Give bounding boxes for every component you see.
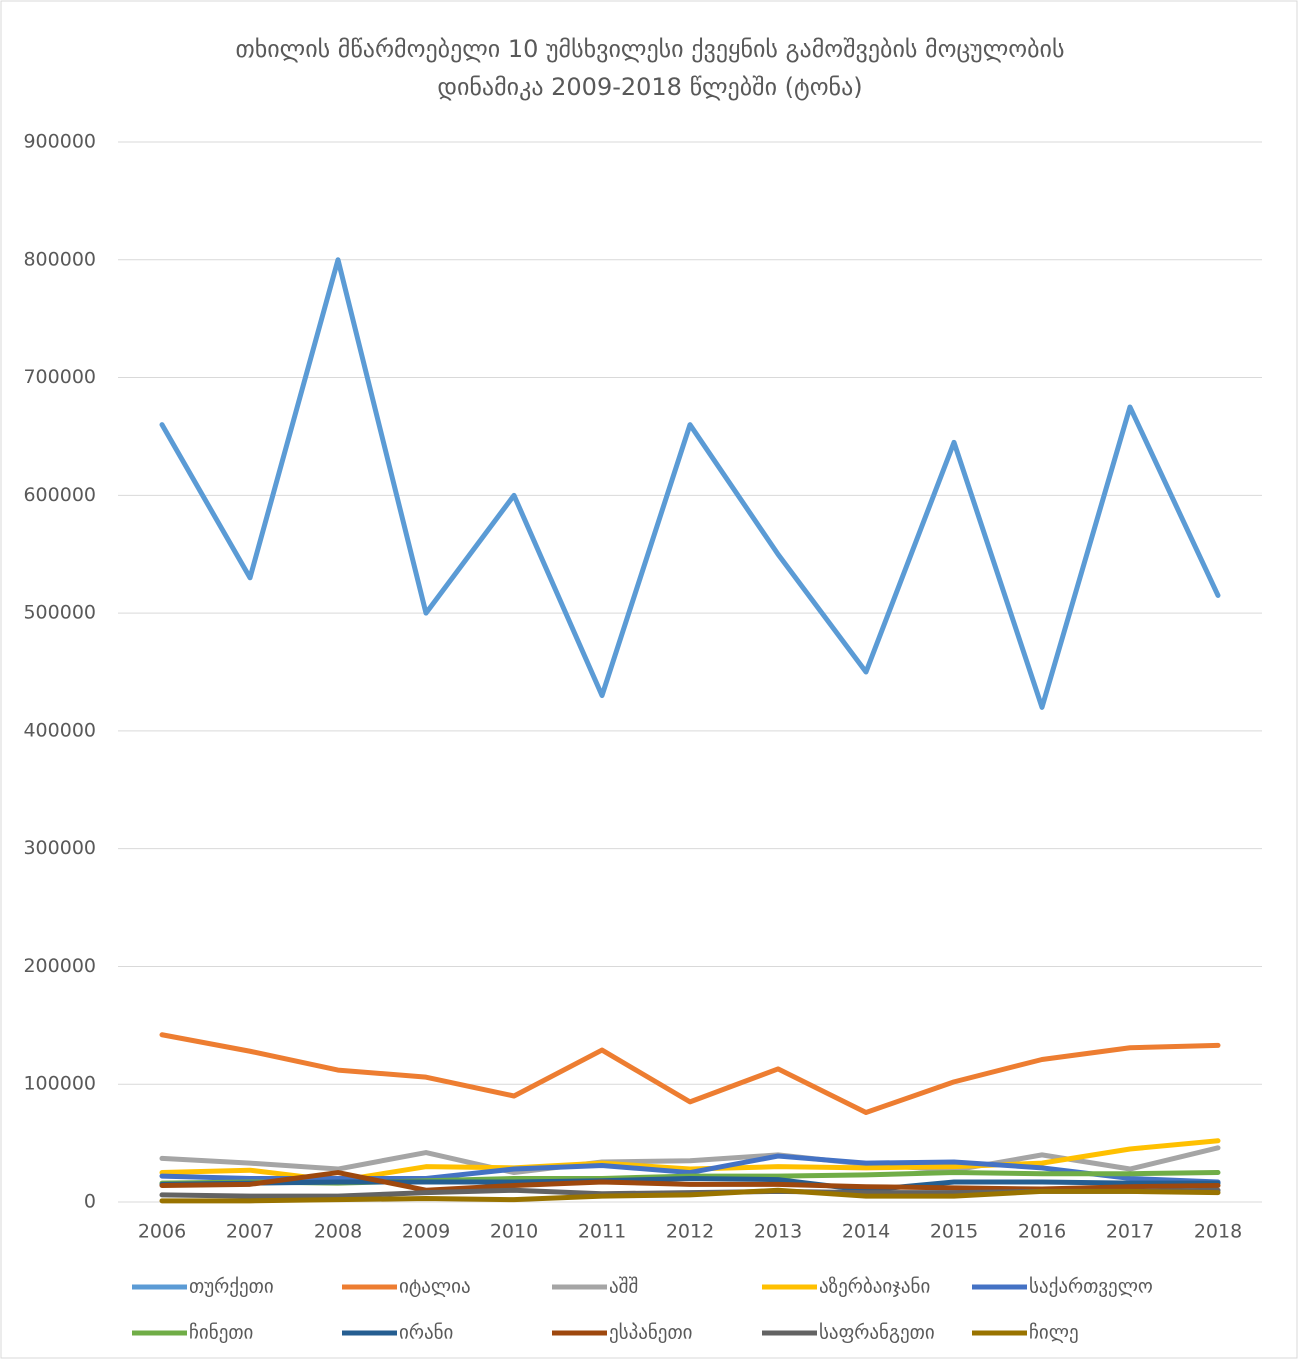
x-tick-label: 2017 (1106, 1221, 1154, 1243)
series-line (159, 1153, 1221, 1185)
x-tick-label: 2009 (402, 1221, 450, 1243)
x-tick-label: 2018 (1194, 1221, 1242, 1243)
y-tick-label: 900000 (23, 131, 96, 153)
legend-label: აშშ (609, 1276, 638, 1298)
x-tick-label: 2006 (138, 1221, 186, 1243)
x-tick-label: 2015 (930, 1221, 978, 1243)
chart-title: თხილის მწარმოებელი 10 უმსხვილესი ქვეყნის… (235, 35, 1065, 101)
legend-label: აზერბაიჯანი (819, 1276, 930, 1298)
y-tick-label: 500000 (23, 602, 96, 624)
series-line (159, 1187, 1221, 1204)
x-tick-label: 2016 (1018, 1221, 1066, 1243)
legend-label: იტალია (399, 1276, 471, 1298)
x-tick-label: 2008 (314, 1221, 362, 1243)
legend-label: თურქეთი (189, 1276, 274, 1298)
y-tick-label: 0 (84, 1191, 96, 1213)
legend-label: ჩინეთი (189, 1322, 253, 1344)
y-tick-label: 600000 (23, 484, 96, 506)
x-tick-label: 2007 (226, 1221, 274, 1243)
x-tick-label: 2011 (578, 1221, 626, 1243)
legend-label: ჩილე (1029, 1322, 1079, 1344)
series-line (159, 1145, 1221, 1176)
y-tick-label: 200000 (23, 955, 96, 977)
legend-label: საქართველო (1029, 1276, 1153, 1298)
x-tick-label: 2013 (754, 1221, 802, 1243)
legend-label: ირანი (399, 1322, 453, 1344)
y-tick-label: 800000 (23, 248, 96, 270)
series-line (159, 257, 1221, 710)
y-tick-label: 700000 (23, 366, 96, 388)
y-tick-label: 100000 (23, 1073, 96, 1095)
legend-label: ესპანეთი (609, 1322, 693, 1344)
x-tick-label: 2014 (842, 1221, 890, 1243)
legend-label: საფრანგეთი (819, 1322, 935, 1344)
series-line (159, 1032, 1221, 1115)
y-tick-label: 300000 (23, 837, 96, 859)
y-tick-label: 400000 (23, 719, 96, 741)
x-tick-label: 2010 (490, 1221, 538, 1243)
series-line (159, 1175, 1221, 1193)
x-tick-label: 2012 (666, 1221, 714, 1243)
